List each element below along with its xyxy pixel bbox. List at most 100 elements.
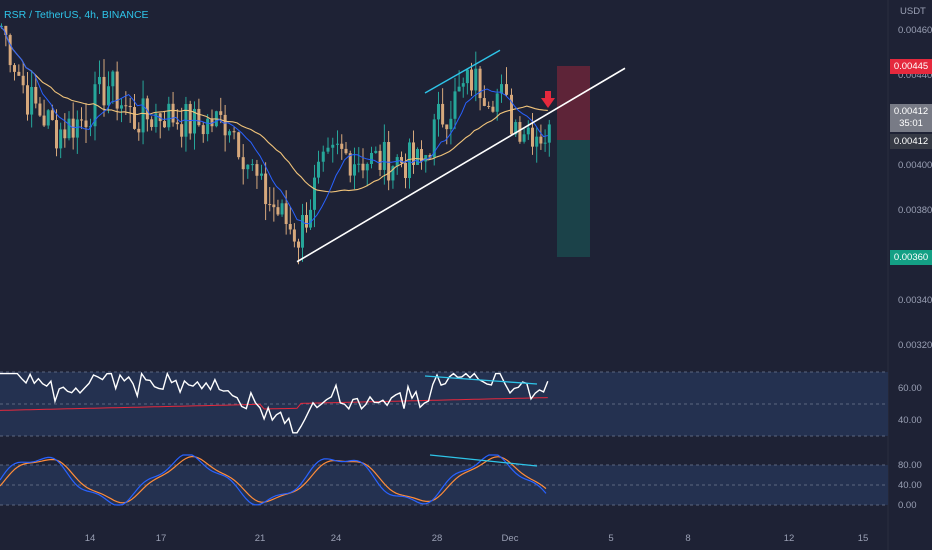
time-tick-label: 5 xyxy=(608,533,613,544)
time-tick-label: 12 xyxy=(784,533,795,544)
symbol-title[interactable]: RSR / TetherUS, 4h, BINANCE xyxy=(4,9,149,21)
candle-body xyxy=(38,103,42,116)
candle-body xyxy=(478,68,482,99)
candle-body xyxy=(292,229,296,242)
candle-body xyxy=(141,98,145,133)
candle-body xyxy=(163,121,166,128)
candle-body xyxy=(133,107,136,129)
candle-body xyxy=(55,120,58,149)
candle-body xyxy=(264,173,268,205)
candle-body xyxy=(313,177,316,210)
stop-price-badge: 0.00445 xyxy=(890,59,932,74)
down-arrow-icon xyxy=(541,91,555,108)
candle-body xyxy=(171,103,175,123)
candle-body xyxy=(510,94,513,135)
time-tick-label: 8 xyxy=(685,533,690,544)
candle-body xyxy=(280,203,284,215)
candle-body xyxy=(67,118,71,139)
price-axis-currency: USDT xyxy=(900,6,926,17)
ascending-trendline[interactable] xyxy=(296,67,626,263)
candle-body xyxy=(317,161,320,178)
candle-body xyxy=(321,151,325,162)
candle-body xyxy=(543,142,547,144)
candle-body xyxy=(305,215,308,228)
candle-body xyxy=(4,25,8,36)
candle-body xyxy=(250,164,254,166)
rsi-ma-line xyxy=(0,397,548,411)
candle-body xyxy=(154,113,158,127)
candle-body xyxy=(387,142,391,181)
time-tick-label: Dec xyxy=(502,533,519,544)
take-profit-zone[interactable] xyxy=(557,140,590,257)
candle-body xyxy=(210,118,214,127)
candle-body xyxy=(0,25,3,27)
stoch-divergence-line[interactable] xyxy=(429,454,538,467)
candle-body xyxy=(255,164,259,176)
price-tick-label: 0.00320 xyxy=(898,340,932,351)
candle-body xyxy=(102,76,106,106)
candle-body xyxy=(59,129,63,149)
candle-body xyxy=(150,119,154,127)
candle-body xyxy=(445,124,449,130)
candle-body xyxy=(175,122,179,125)
price-tick-label: 0.00400 xyxy=(898,160,932,171)
price-tick-label: 0.00380 xyxy=(898,205,932,216)
candle-body xyxy=(301,215,304,248)
candle-body xyxy=(63,129,67,139)
candle-body xyxy=(197,108,201,126)
candle-body xyxy=(514,122,518,135)
candle-body xyxy=(326,147,330,152)
candle-body xyxy=(272,204,276,208)
stop-loss-zone[interactable] xyxy=(557,66,590,140)
candle-body xyxy=(382,142,386,170)
candle-body xyxy=(46,110,50,126)
candle-body xyxy=(158,113,162,122)
candle-body xyxy=(84,120,88,128)
candle-body xyxy=(223,114,227,136)
candle-body xyxy=(526,127,530,135)
stoch-k-line xyxy=(0,454,547,506)
rsi-tick-label: 40.00 xyxy=(898,415,922,426)
candle-body xyxy=(437,103,440,120)
candle-body xyxy=(71,118,75,138)
candle-body xyxy=(128,105,132,108)
last-price-badge: 0.00412 xyxy=(890,134,932,149)
candle-body xyxy=(344,148,348,154)
candle-body xyxy=(441,103,445,125)
candle-body xyxy=(361,163,365,171)
upper-channel-line[interactable] xyxy=(424,49,501,94)
candle-body xyxy=(453,91,457,119)
candle-body xyxy=(531,127,534,147)
candle-body xyxy=(309,209,312,228)
candle-body xyxy=(268,204,272,206)
rsi-axis-ticks: 60.00 40.00 xyxy=(898,383,922,426)
candle-body xyxy=(331,144,335,148)
candle-body xyxy=(500,84,503,94)
candle-body xyxy=(495,93,499,112)
candle-body xyxy=(232,131,236,133)
candle-body xyxy=(461,83,465,87)
candle-body xyxy=(487,105,491,107)
candle-body xyxy=(206,118,210,135)
candle-body xyxy=(167,103,171,128)
candle-body xyxy=(424,155,428,162)
ma-slow-line xyxy=(0,25,548,193)
candle-body xyxy=(107,86,110,106)
current-price-badge: 0.00412 35:01 xyxy=(890,104,932,132)
rsi-divergence-line[interactable] xyxy=(424,375,538,385)
time-tick-label: 17 xyxy=(156,533,167,544)
candle-body xyxy=(93,84,97,127)
candle-body xyxy=(30,86,34,115)
time-tick-label: 21 xyxy=(255,533,266,544)
candle-body xyxy=(50,110,54,121)
candle-body xyxy=(518,122,522,142)
candle-body xyxy=(228,131,231,136)
stoch-axis-ticks: 80.00 40.00 0.00 xyxy=(898,460,922,511)
stoch-d-line xyxy=(0,455,547,504)
price-tick-label: 0.00340 xyxy=(898,295,932,306)
candle-body xyxy=(408,142,411,179)
candle-body xyxy=(378,150,382,170)
candle-body xyxy=(284,203,288,224)
candle-body xyxy=(400,157,403,163)
